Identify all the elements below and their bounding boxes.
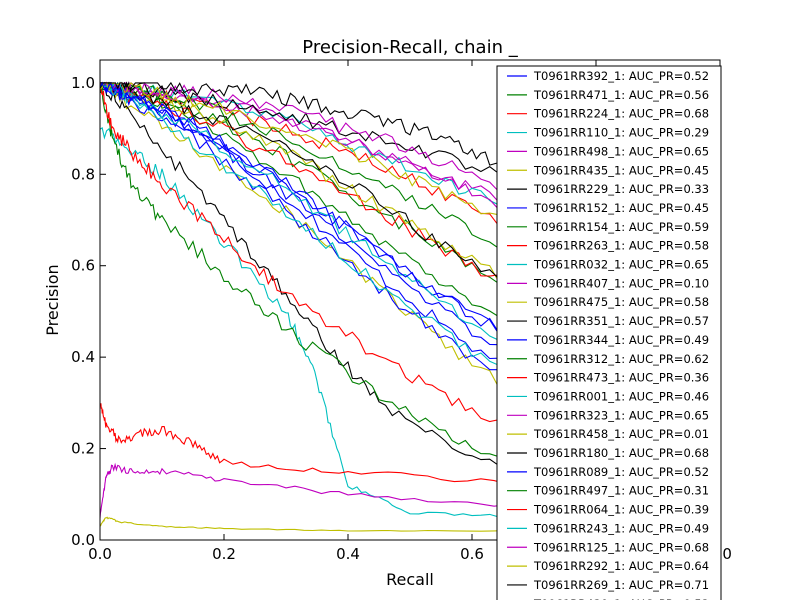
- legend-entry: T0961RR312_1: AUC_PR=0.62: [533, 352, 709, 366]
- y-tick-label: 0.2: [71, 440, 95, 458]
- legend-entry: T0961RR475_1: AUC_PR=0.58: [533, 295, 709, 309]
- legend-entry: T0961RR407_1: AUC_PR=0.10: [533, 276, 709, 290]
- series-line: [100, 403, 720, 495]
- legend-entry: T0961RR125_1: AUC_PR=0.68: [533, 540, 709, 554]
- legend-entry: T0961RR224_1: AUC_PR=0.68: [533, 107, 709, 121]
- legend-entry: T0961RR154_1: AUC_PR=0.59: [533, 220, 709, 234]
- legend-entry: T0961RR344_1: AUC_PR=0.49: [533, 333, 709, 347]
- legend-entry: T0961RR001_1: AUC_PR=0.46: [533, 389, 709, 403]
- legend-entry: T0961RR269_1: AUC_PR=0.71: [533, 578, 709, 592]
- y-tick-label: 0.4: [71, 348, 95, 366]
- legend-entry: T0961RR229_1: AUC_PR=0.33: [533, 182, 709, 196]
- legend-entry: T0961RR243_1: AUC_PR=0.49: [533, 521, 709, 535]
- legend-entry: T0961RR323_1: AUC_PR=0.65: [533, 408, 709, 422]
- legend-entry: T0961RR435_1: AUC_PR=0.45: [533, 163, 709, 177]
- y-axis-label: Precision: [43, 264, 62, 335]
- legend-entry: T0961RR292_1: AUC_PR=0.64: [533, 559, 709, 573]
- legend-entry: T0961RR351_1: AUC_PR=0.57: [533, 314, 709, 328]
- legend-entry: T0961RR064_1: AUC_PR=0.39: [533, 503, 709, 517]
- legend-entry: T0961RR110_1: AUC_PR=0.29: [533, 126, 709, 140]
- chart-title: Precision-Recall, chain _: [302, 37, 518, 58]
- legend-entry: T0961RR430_1: AUC_PR=0.52: [533, 597, 709, 600]
- legend-entry: T0961RR032_1: AUC_PR=0.65: [533, 258, 709, 272]
- legend-entry: T0961RR498_1: AUC_PR=0.65: [533, 144, 709, 158]
- legend-entry: T0961RR089_1: AUC_PR=0.52: [533, 465, 709, 479]
- series-line: [100, 462, 720, 519]
- legend-entry: T0961RR458_1: AUC_PR=0.01: [533, 427, 709, 441]
- legend-entry: T0961RR473_1: AUC_PR=0.36: [533, 371, 709, 385]
- x-tick-label: 0.2: [212, 545, 236, 563]
- series-line: [100, 127, 720, 519]
- legend-entry: T0961RR392_1: AUC_PR=0.52: [533, 69, 709, 83]
- y-tick-label: 0.6: [71, 257, 95, 275]
- legend-entry: T0961RR180_1: AUC_PR=0.68: [533, 446, 709, 460]
- y-tick-label: 0.8: [71, 165, 95, 183]
- x-tick-label: 0.4: [336, 545, 360, 563]
- legend: T0961RR392_1: AUC_PR=0.52 T0961RR471_1: A…: [496, 65, 722, 600]
- legend-entry: T0961RR263_1: AUC_PR=0.58: [533, 239, 709, 253]
- x-tick-label: 0.0: [88, 545, 112, 563]
- legend-entry: T0961RR497_1: AUC_PR=0.31: [533, 484, 709, 498]
- x-tick-label: 0.6: [460, 545, 484, 563]
- x-axis-label: Recall: [386, 570, 434, 589]
- y-tick-label: 0.0: [71, 531, 95, 549]
- legend-entry: T0961RR152_1: AUC_PR=0.45: [533, 201, 709, 215]
- legend-box: [496, 65, 722, 600]
- y-tick-label: 1.0: [71, 74, 95, 92]
- legend-entry: T0961RR471_1: AUC_PR=0.56: [533, 88, 709, 102]
